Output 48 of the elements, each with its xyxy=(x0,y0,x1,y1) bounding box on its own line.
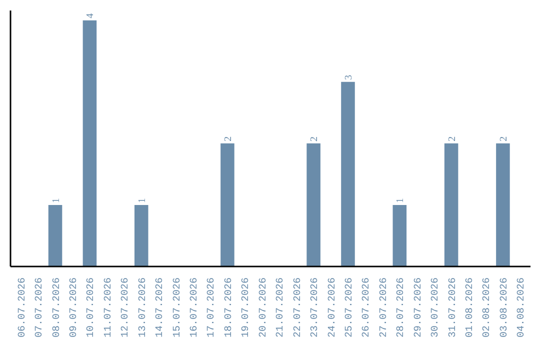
x-tick-label: 29.07.2026 xyxy=(413,277,424,338)
data-label: 1 xyxy=(136,198,148,203)
bar xyxy=(341,82,355,266)
x-tick-label: 30.07.2026 xyxy=(430,277,442,338)
x-tick-label: 18.07.2026 xyxy=(224,277,235,338)
x-tick-label: 31.07.2026 xyxy=(448,277,459,338)
x-tick-label: 13.07.2026 xyxy=(138,277,149,338)
x-tick-label: 12.07.2026 xyxy=(120,277,132,338)
data-label: 1 xyxy=(395,198,406,203)
x-tick-label: 14.07.2026 xyxy=(155,277,166,338)
x-tick-label: 06.07.2026 xyxy=(17,277,28,338)
data-label: 2 xyxy=(222,136,234,142)
x-tick-label: 27.07.2026 xyxy=(378,277,390,338)
x-tick-label: 11.07.2026 xyxy=(103,277,114,338)
x-tick-label: 15.07.2026 xyxy=(172,277,184,338)
bar xyxy=(496,143,510,266)
x-tick-label: 02.08.2026 xyxy=(482,277,494,338)
data-label: 2 xyxy=(498,136,510,142)
x-tick-label: 17.07.2026 xyxy=(206,277,218,338)
x-tick-label: 03.08.2026 xyxy=(499,277,510,338)
bar xyxy=(48,204,62,266)
x-tick-label: 22.07.2026 xyxy=(292,277,304,338)
x-tick-label: 08.07.2026 xyxy=(52,277,63,338)
x-tick-label: 16.07.2026 xyxy=(190,277,201,338)
x-tick-label: 10.07.2026 xyxy=(86,277,98,338)
bar xyxy=(134,204,148,266)
x-tick-label: 25.07.2026 xyxy=(344,277,356,338)
data-label: 1 xyxy=(50,198,62,203)
x-tick-label: 01.08.2026 xyxy=(465,277,476,338)
data-label: 2 xyxy=(309,136,320,142)
x-tick-label: 09.07.2026 xyxy=(68,277,80,338)
x-tick-label: 24.07.2026 xyxy=(327,277,338,338)
bar xyxy=(306,143,320,266)
data-label: 3 xyxy=(343,74,354,80)
data-label: 2 xyxy=(446,136,458,142)
x-tick-label: 26.07.2026 xyxy=(362,277,373,338)
x-tick-label: 07.07.2026 xyxy=(34,277,46,338)
x-tick-label: 28.07.2026 xyxy=(396,277,408,338)
x-tick-label: 19.07.2026 xyxy=(241,277,252,338)
bar xyxy=(82,20,97,266)
x-tick-label: 21.07.2026 xyxy=(276,277,287,338)
x-tick-label: 04.08.2026 xyxy=(516,277,528,338)
x-tick-label: 20.07.2026 xyxy=(258,277,270,338)
bar xyxy=(220,143,234,266)
bar xyxy=(444,143,458,266)
x-tick-label: 23.07.2026 xyxy=(310,277,322,338)
data-label: 4 xyxy=(85,13,96,18)
bar xyxy=(392,204,407,266)
